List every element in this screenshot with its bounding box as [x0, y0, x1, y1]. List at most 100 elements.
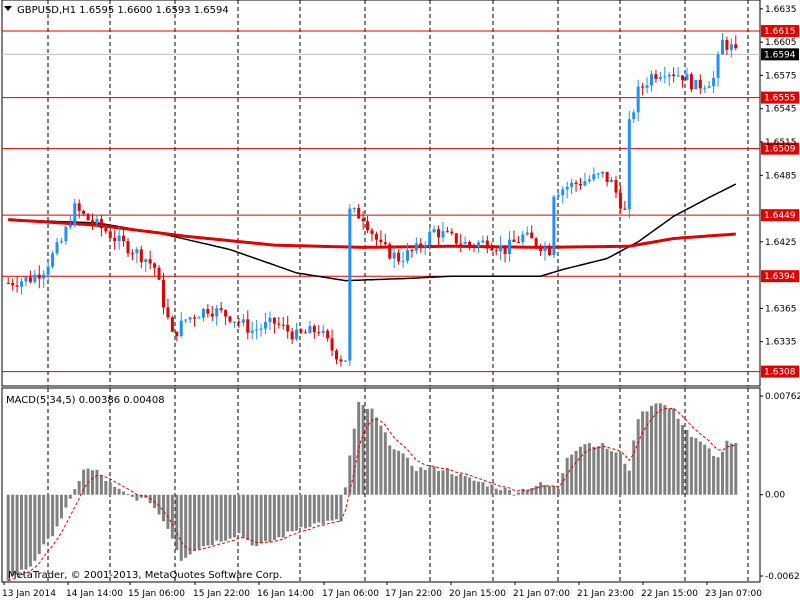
candle-bear	[108, 231, 112, 238]
candle-bull	[703, 87, 707, 89]
candle-bull	[42, 274, 46, 279]
macd-histogram-bar	[627, 470, 631, 495]
macd-histogram-bar	[414, 471, 418, 495]
macd-histogram-bar	[632, 440, 636, 495]
macd-histogram-bar	[397, 450, 401, 495]
macd-histogram-bar	[432, 466, 436, 495]
chart-menu-triangle-icon[interactable]	[4, 6, 12, 11]
candle-bull	[543, 246, 547, 252]
candle-bear	[335, 350, 339, 360]
candle-bull	[20, 281, 24, 287]
candle-bull	[59, 241, 63, 243]
candle-bear	[383, 242, 387, 245]
candle-bull	[712, 77, 716, 87]
candle-bull	[144, 259, 148, 263]
macd-histogram-bar	[485, 486, 489, 495]
price-level-label-bg	[761, 365, 799, 378]
candle-bear	[11, 282, 15, 286]
macd-histogram-bar	[685, 429, 689, 495]
macd-histogram-bar	[716, 457, 720, 495]
macd-histogram-bar	[366, 408, 370, 495]
macd-layer	[6, 401, 738, 582]
macd-histogram-bar	[587, 443, 591, 495]
macd-histogram-bar	[24, 494, 28, 570]
candle-bear	[206, 308, 210, 314]
macd-histogram-bar	[658, 403, 662, 495]
candle-bear	[654, 74, 658, 80]
macd-histogram-bar	[361, 405, 365, 495]
macd-histogram-bar	[312, 494, 316, 524]
macd-histogram-bar	[459, 473, 463, 495]
candle-bull	[64, 227, 68, 242]
candle-bull	[720, 39, 724, 55]
candle-bear	[126, 241, 130, 254]
candle-bull	[601, 171, 605, 174]
macd-histogram-bar	[441, 470, 445, 495]
macd-histogram-bar	[206, 494, 210, 546]
candle-bull	[392, 252, 396, 259]
macd-histogram-bar	[734, 443, 738, 495]
macd-histogram-bar	[720, 451, 724, 495]
macd-axis-label: -0.00627	[765, 572, 800, 582]
candle-bear	[281, 324, 285, 326]
macd-histogram-bar	[228, 494, 232, 539]
macd-histogram-bar	[20, 494, 24, 570]
price-level-label: 1.6615	[764, 27, 796, 37]
candle-bull	[667, 74, 671, 77]
macd-histogram-bar	[614, 452, 618, 495]
macd-histogram-bar	[193, 494, 197, 551]
candle-bull	[255, 329, 259, 331]
price-level-label: 1.6394	[764, 272, 796, 282]
macd-histogram-bar	[268, 494, 272, 543]
candle-bear	[170, 317, 174, 332]
price-axis-label: 1.6425	[765, 238, 797, 248]
candle-bear	[299, 329, 303, 333]
price-level-label-bg	[761, 91, 799, 104]
macd-histogram-bar	[82, 469, 86, 495]
macd-histogram-bar	[255, 494, 259, 547]
candle-bear	[725, 39, 729, 50]
current-price-label: 1.6594	[764, 50, 796, 60]
candle-bear	[303, 332, 307, 334]
macd-histogram-bar	[490, 484, 494, 495]
macd-histogram-bar	[330, 494, 334, 521]
candle-bull	[55, 242, 59, 254]
macd-histogram-bar	[516, 492, 520, 495]
price-axis-label: 1.6605	[765, 38, 797, 48]
macd-histogram-bar	[712, 456, 716, 495]
macd-histogram-bar	[676, 418, 680, 495]
macd-histogram-bar	[122, 491, 126, 495]
candle-bull	[441, 231, 445, 238]
macd-histogram-bar	[472, 480, 476, 495]
time-axis-label: 13 Jan 2014	[2, 589, 56, 599]
candle-bear	[437, 229, 441, 238]
macd-histogram-bar	[188, 494, 192, 555]
candle-bull	[592, 174, 596, 180]
macd-histogram-bar	[343, 487, 347, 495]
candle-bull	[610, 180, 614, 183]
macd-histogram-bar	[175, 494, 179, 551]
candle-bear	[15, 285, 19, 287]
time-axis-label: 17 Jan 22:00	[385, 589, 442, 599]
macd-histogram-bar	[348, 455, 352, 495]
macd-histogram-bar	[370, 408, 374, 495]
chart-title: GBPUSD,H1 1.6595 1.6600 1.6593 1.6594	[17, 5, 229, 16]
price-level-label: 1.6449	[764, 211, 796, 221]
candle-bear	[28, 277, 32, 282]
candle-bull	[676, 75, 680, 77]
macd-histogram-bar	[681, 425, 685, 495]
time-axis-label: 15 Jan 06:00	[128, 589, 185, 599]
candle-bear	[37, 274, 41, 279]
macd-histogram-bar	[277, 494, 281, 538]
candle-bear	[317, 332, 321, 334]
time-axis-label: 14 Jan 14:00	[66, 589, 123, 599]
macd-histogram-bar	[51, 494, 55, 537]
macd-histogram-bar	[494, 488, 498, 495]
candle-bear	[366, 221, 370, 231]
candle-bear	[410, 250, 414, 252]
candle-bear	[224, 310, 228, 317]
macd-histogram-bar	[15, 494, 19, 575]
candle-bear	[91, 220, 95, 224]
